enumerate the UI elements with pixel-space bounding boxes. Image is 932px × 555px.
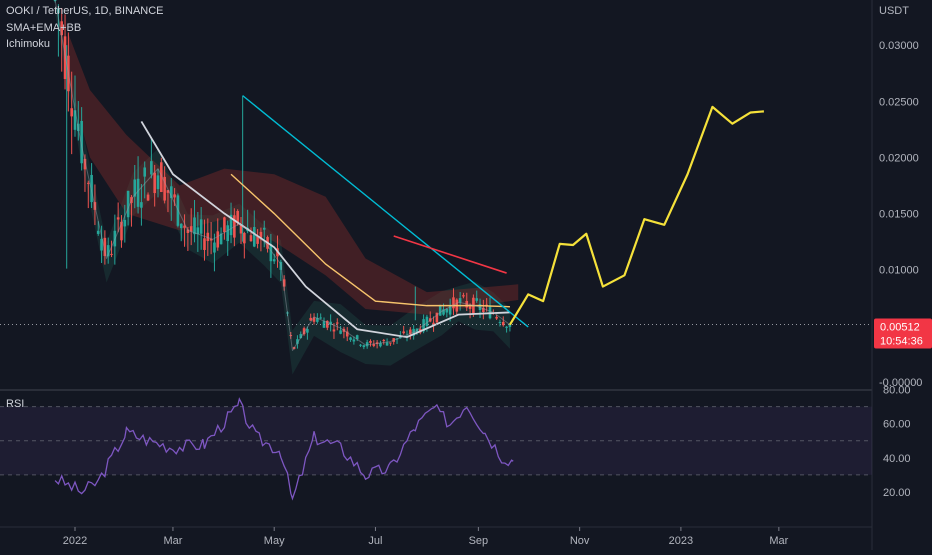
candle-up	[505, 327, 508, 328]
candle-up	[386, 342, 389, 345]
price-axis-unit: USDT	[879, 5, 909, 17]
candle-down	[203, 238, 206, 250]
candle-up	[200, 219, 203, 233]
candle-down	[336, 322, 339, 323]
candle-up	[226, 225, 229, 241]
candle-down	[147, 195, 150, 201]
candle-down	[117, 217, 120, 219]
candle-down	[382, 340, 385, 341]
candle-down	[462, 295, 465, 296]
candle-up	[363, 345, 366, 347]
price-tick-label: 0.02000	[879, 152, 919, 164]
candle-down	[110, 254, 113, 255]
candle-up	[157, 175, 160, 189]
resistance-line	[394, 236, 507, 273]
candle-down	[452, 297, 455, 308]
candle-up	[150, 161, 153, 174]
candle-down	[216, 231, 219, 247]
candle-down	[70, 108, 73, 116]
candle-up	[339, 330, 342, 333]
time-tick-label: 2023	[669, 535, 693, 547]
candle-up	[475, 298, 478, 301]
candle-down	[87, 183, 90, 184]
candle-down	[469, 307, 472, 309]
candle-up	[353, 339, 356, 341]
candle-up	[349, 337, 352, 339]
candle-up	[193, 217, 196, 234]
candle-down	[333, 329, 336, 331]
rsi-tick-label: 40.00	[883, 453, 911, 465]
indicator-ichimoku-label[interactable]: Ichimoku	[6, 38, 50, 50]
ichimoku-cloud	[68, 34, 518, 315]
candle-down	[240, 225, 243, 233]
time-tick-label: Nov	[570, 535, 590, 547]
time-tick-label: Mar	[163, 535, 182, 547]
indicator-sma-ema-bb-label[interactable]: SMA+EMA+BB	[6, 22, 81, 34]
candle-down	[250, 235, 253, 241]
price-tick-label: 0.03000	[879, 40, 919, 52]
candle-down	[495, 317, 498, 319]
candle-up	[319, 317, 322, 318]
symbol-title[interactable]: OOKI / TetherUS, 1D, BINANCE	[6, 5, 164, 17]
candle-up	[359, 345, 362, 346]
candle-down	[223, 217, 226, 232]
candle-up	[124, 220, 127, 227]
candle-up	[439, 305, 442, 316]
projection-line	[510, 107, 764, 325]
time-tick-label: May	[264, 535, 285, 547]
candle-up	[140, 202, 143, 208]
candle-up	[263, 228, 266, 230]
rsi-panel-label[interactable]: RSI	[6, 398, 24, 410]
candle-up	[273, 259, 276, 261]
rsi-tick-label: 60.00	[883, 419, 911, 431]
time-tick-label: Sep	[469, 535, 489, 547]
candle-up	[253, 227, 256, 247]
time-tick-label: Jul	[368, 535, 382, 547]
candle-up	[499, 322, 502, 323]
candle-up	[97, 231, 100, 234]
candle-down	[236, 211, 239, 222]
candle-down	[402, 331, 405, 333]
candle-down	[153, 173, 156, 193]
rsi-tick-label: 80.00	[883, 385, 911, 397]
candle-down	[369, 341, 372, 343]
candle-up	[213, 243, 216, 253]
candle-up	[197, 227, 200, 234]
candle-down	[173, 194, 176, 197]
price-tick-label: 0.01500	[879, 209, 919, 221]
time-tick-label: 2022	[63, 535, 87, 547]
candle-up	[127, 191, 130, 217]
candle-up	[180, 224, 183, 228]
candle-up	[459, 298, 462, 302]
candle-down	[389, 342, 392, 343]
last-price-countdown: 10:54:36	[880, 336, 923, 348]
candle-down	[243, 233, 246, 243]
price-tick-label: 0.02500	[879, 96, 919, 108]
candle-up	[143, 167, 146, 176]
last-price-value: 0.00512	[880, 322, 920, 334]
rsi-tick-label: 20.00	[883, 487, 911, 499]
price-tick-label: 0.01000	[879, 265, 919, 277]
time-tick-label: Mar	[769, 535, 788, 547]
